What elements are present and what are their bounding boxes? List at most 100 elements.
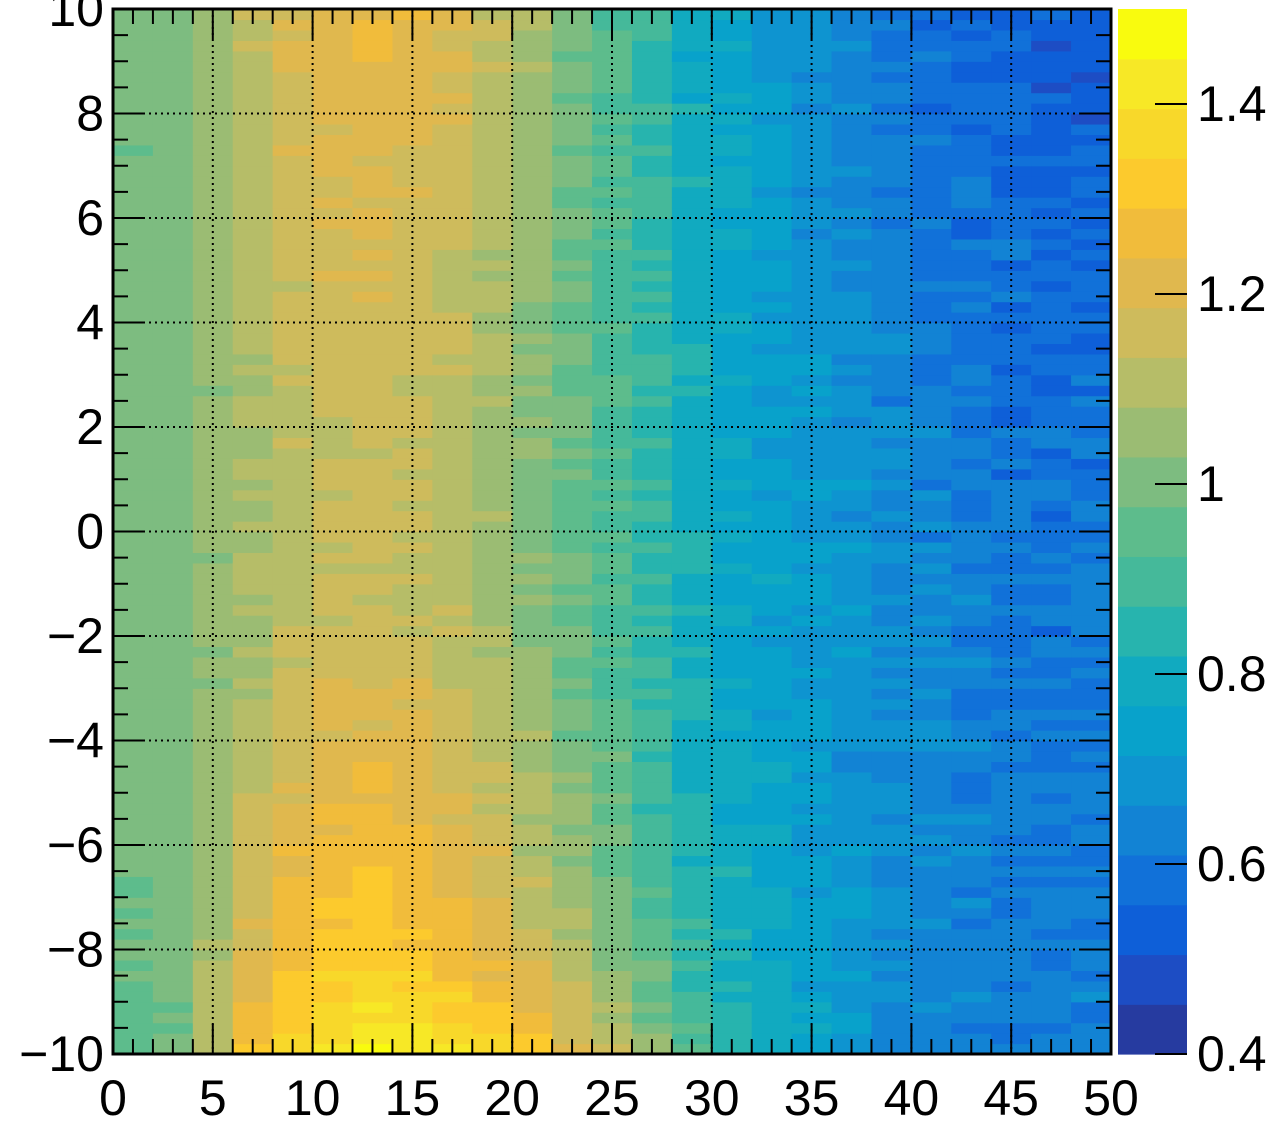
heatmap-cell	[951, 730, 992, 742]
colorbar-band	[1118, 655, 1187, 707]
heatmap-cell	[432, 500, 473, 512]
heatmap-cell	[831, 82, 873, 94]
heatmap-cell	[592, 186, 633, 198]
heatmap-cell	[352, 761, 394, 773]
heatmap-cell	[911, 29, 952, 41]
heatmap-cell	[951, 374, 992, 386]
heatmap-cell	[631, 750, 673, 762]
heatmap-cell	[911, 782, 952, 794]
heatmap-cell	[312, 771, 354, 783]
heatmap-cell	[352, 280, 394, 292]
heatmap-cell	[1031, 594, 1072, 606]
heatmap-cell	[991, 249, 1032, 261]
heatmap-cell	[113, 270, 154, 282]
heatmap-cell	[1031, 740, 1072, 752]
heatmap-cell	[232, 155, 274, 167]
heatmap-cell	[272, 468, 314, 480]
heatmap-cell	[911, 573, 952, 585]
heatmap-cell	[272, 71, 314, 83]
heatmap-cell	[671, 29, 713, 41]
heatmap-cell	[831, 1022, 873, 1034]
heatmap-cell	[951, 719, 992, 731]
heatmap-cell	[831, 604, 873, 616]
heatmap-cell	[831, 416, 873, 428]
heatmap-cell	[352, 510, 394, 522]
heatmap-cell	[991, 61, 1032, 73]
heatmap-cell	[911, 19, 952, 31]
heatmap-cell	[1031, 552, 1072, 564]
heatmap-cell	[791, 677, 833, 689]
heatmap-cell	[552, 761, 593, 773]
heatmap-cell	[831, 197, 873, 209]
heatmap-cell	[1071, 594, 1112, 606]
heatmap-cell	[871, 364, 912, 376]
heatmap-cell	[272, 165, 314, 177]
heatmap-cell	[392, 270, 433, 282]
heatmap-cell	[711, 750, 753, 762]
heatmap-cell	[751, 604, 793, 616]
heatmap-cell	[871, 625, 912, 637]
heatmap-cell	[312, 991, 354, 1003]
heatmap-cell	[871, 541, 912, 553]
heatmap-cell	[472, 29, 513, 41]
heatmap-cell	[232, 918, 274, 930]
heatmap-cell	[352, 709, 394, 721]
heatmap-cell	[472, 228, 513, 240]
heatmap-cell	[472, 500, 513, 512]
heatmap-cell	[392, 855, 433, 867]
heatmap-cell	[113, 970, 154, 982]
heatmap-cell	[831, 813, 873, 825]
heatmap-cell	[831, 510, 873, 522]
heatmap-cell	[871, 688, 912, 700]
heatmap-cell	[352, 552, 394, 564]
heatmap-cell	[312, 970, 354, 982]
heatmap-cell	[751, 406, 793, 418]
heatmap-cell	[272, 1033, 314, 1045]
heatmap-cell	[552, 165, 593, 177]
heatmap-cell	[951, 61, 992, 73]
heatmap-cell	[232, 688, 274, 700]
heatmap-cell	[1031, 521, 1072, 533]
heatmap-cell	[192, 980, 234, 992]
heatmap-cell	[1031, 855, 1072, 867]
heatmap-cell	[552, 50, 593, 62]
heatmap-cell	[272, 218, 314, 230]
heatmap-cell	[152, 918, 194, 930]
heatmap-cell	[592, 552, 633, 564]
heatmap-cell	[472, 218, 513, 230]
heatmap-cell	[432, 155, 473, 167]
y-tick-label: 8	[76, 86, 104, 142]
heatmap-cell	[592, 897, 633, 909]
heatmap-cell	[552, 939, 593, 951]
heatmap-cell	[113, 500, 154, 512]
heatmap-cell	[552, 280, 593, 292]
heatmap-cell	[152, 82, 194, 94]
heatmap-cell	[272, 280, 314, 292]
heatmap-cell	[232, 134, 274, 146]
heatmap-cell	[352, 771, 394, 783]
heatmap-cell	[711, 218, 753, 230]
heatmap-cell	[1031, 427, 1072, 439]
heatmap-cell	[152, 374, 194, 386]
heatmap-cell	[671, 270, 713, 282]
heatmap-cell	[1071, 750, 1112, 762]
heatmap-cell	[1031, 562, 1072, 574]
heatmap-cell	[791, 750, 833, 762]
heatmap-cell	[152, 876, 194, 888]
heatmap-cell	[911, 197, 952, 209]
heatmap-cell	[392, 573, 433, 585]
heatmap-cell	[312, 186, 354, 198]
heatmap-cell	[113, 730, 154, 742]
heatmap-cell	[671, 521, 713, 533]
heatmap-cell	[751, 249, 793, 261]
heatmap-cell	[432, 541, 473, 553]
heatmap-cell	[312, 876, 354, 888]
heatmap-cell	[1031, 103, 1072, 115]
heatmap-cell	[552, 207, 593, 219]
heatmap-cell	[791, 395, 833, 407]
heatmap-cell	[951, 395, 992, 407]
heatmap-cell	[113, 897, 154, 909]
heatmap-cell	[631, 312, 673, 324]
colorbar-band	[1118, 158, 1187, 209]
colorbar-tick-label: 0.8	[1197, 646, 1267, 702]
